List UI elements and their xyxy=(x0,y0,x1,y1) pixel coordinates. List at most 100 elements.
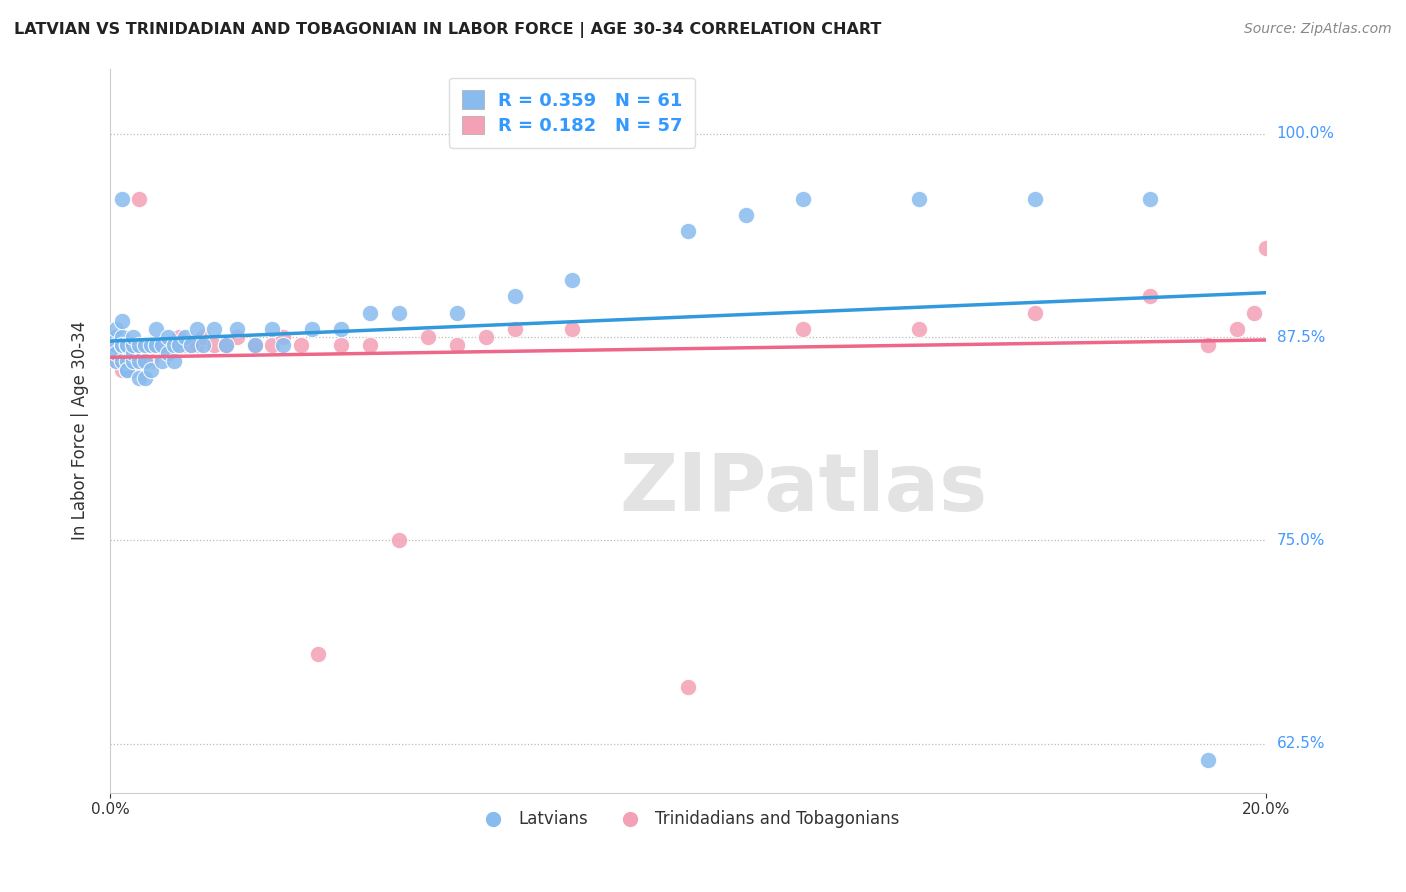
Point xyxy=(122,338,145,352)
Point xyxy=(908,192,931,206)
Point xyxy=(307,648,329,662)
Point xyxy=(214,338,236,352)
Point xyxy=(145,338,167,352)
Text: Source: ZipAtlas.com: Source: ZipAtlas.com xyxy=(1244,22,1392,37)
Point xyxy=(301,322,323,336)
Point xyxy=(145,322,167,336)
Point xyxy=(117,354,139,368)
Point xyxy=(180,338,202,352)
Point xyxy=(128,370,150,384)
Point xyxy=(1243,305,1265,319)
Text: ZIPatlas: ZIPatlas xyxy=(619,450,987,527)
Point xyxy=(122,362,145,376)
Point xyxy=(104,330,127,344)
Point xyxy=(156,346,179,360)
Point xyxy=(111,354,134,368)
Point xyxy=(186,322,208,336)
Point xyxy=(1197,753,1219,767)
Point xyxy=(162,354,184,368)
Point xyxy=(111,346,134,360)
Point xyxy=(202,338,225,352)
Point xyxy=(122,346,145,360)
Point xyxy=(676,224,699,238)
Point xyxy=(117,362,139,376)
Point xyxy=(134,338,156,352)
Point xyxy=(145,338,167,352)
Point xyxy=(162,338,184,352)
Point xyxy=(117,338,139,352)
Point xyxy=(202,322,225,336)
Point xyxy=(156,338,179,352)
Point xyxy=(156,330,179,344)
Point xyxy=(908,322,931,336)
Point xyxy=(1139,289,1161,303)
Point xyxy=(111,338,134,352)
Point xyxy=(139,362,162,376)
Point xyxy=(446,338,468,352)
Point xyxy=(104,354,127,368)
Point xyxy=(104,338,127,352)
Point xyxy=(260,338,283,352)
Point xyxy=(1024,305,1046,319)
Point xyxy=(111,362,134,376)
Text: 100.0%: 100.0% xyxy=(1277,126,1334,141)
Point xyxy=(226,322,249,336)
Point xyxy=(1254,240,1277,254)
Point xyxy=(150,338,173,352)
Point xyxy=(117,338,139,352)
Point xyxy=(134,338,156,352)
Point xyxy=(128,192,150,206)
Point xyxy=(388,305,411,319)
Point xyxy=(134,370,156,384)
Point xyxy=(446,305,468,319)
Point xyxy=(226,330,249,344)
Point xyxy=(150,354,173,368)
Point xyxy=(122,338,145,352)
Point xyxy=(186,338,208,352)
Point xyxy=(128,354,150,368)
Point xyxy=(330,338,353,352)
Point xyxy=(474,330,496,344)
Point xyxy=(122,330,145,344)
Point xyxy=(676,680,699,694)
Point xyxy=(792,322,814,336)
Point xyxy=(169,330,191,344)
Point xyxy=(104,322,127,336)
Point xyxy=(734,208,756,222)
Point xyxy=(561,322,583,336)
Point xyxy=(214,338,236,352)
Point xyxy=(156,346,179,360)
Point xyxy=(111,338,134,352)
Point xyxy=(104,354,127,368)
Point xyxy=(134,346,156,360)
Point xyxy=(792,192,814,206)
Y-axis label: In Labor Force | Age 30-34: In Labor Force | Age 30-34 xyxy=(72,321,89,541)
Point xyxy=(503,322,526,336)
Point xyxy=(359,338,381,352)
Point xyxy=(104,338,127,352)
Point xyxy=(180,338,202,352)
Point xyxy=(359,305,381,319)
Point xyxy=(243,338,266,352)
Point xyxy=(111,338,134,352)
Point xyxy=(145,338,167,352)
Point xyxy=(104,330,127,344)
Legend: Latvians, Trinidadians and Tobagonians: Latvians, Trinidadians and Tobagonians xyxy=(470,804,905,835)
Point xyxy=(139,354,162,368)
Point xyxy=(330,322,353,336)
Point xyxy=(139,338,162,352)
Point xyxy=(169,338,191,352)
Point xyxy=(150,338,173,352)
Point xyxy=(388,533,411,548)
Point xyxy=(191,330,214,344)
Point xyxy=(1226,322,1249,336)
Text: 75.0%: 75.0% xyxy=(1277,533,1324,548)
Point xyxy=(128,354,150,368)
Text: LATVIAN VS TRINIDADIAN AND TOBAGONIAN IN LABOR FORCE | AGE 30-34 CORRELATION CHA: LATVIAN VS TRINIDADIAN AND TOBAGONIAN IN… xyxy=(14,22,882,38)
Point xyxy=(174,330,197,344)
Point xyxy=(1197,338,1219,352)
Point xyxy=(117,354,139,368)
Point xyxy=(111,338,134,352)
Point xyxy=(260,322,283,336)
Point xyxy=(1139,192,1161,206)
